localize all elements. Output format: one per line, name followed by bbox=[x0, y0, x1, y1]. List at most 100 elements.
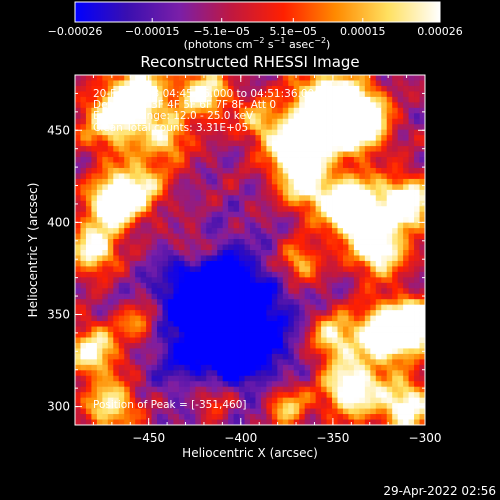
heatmap-cell bbox=[118, 178, 125, 185]
heatmap-cell bbox=[414, 310, 420, 317]
heatmap-cell bbox=[75, 250, 81, 256]
heatmap-cell bbox=[129, 332, 136, 338]
heatmap-cell bbox=[321, 217, 327, 224]
heatmap-cell bbox=[332, 414, 338, 420]
heatmap-cell bbox=[113, 80, 120, 87]
heatmap-cell bbox=[107, 414, 114, 420]
heatmap-cell bbox=[200, 403, 207, 409]
heatmap-cell bbox=[91, 260, 98, 267]
heatmap-cell bbox=[414, 157, 420, 163]
heatmap-cell bbox=[337, 304, 344, 311]
heatmap-cell bbox=[381, 195, 388, 202]
heatmap-cell bbox=[277, 195, 284, 202]
heatmap-cell bbox=[392, 233, 399, 240]
heatmap-cell bbox=[342, 124, 349, 131]
heatmap-cell bbox=[370, 332, 377, 338]
heatmap-cell bbox=[91, 315, 98, 322]
heatmap-cell bbox=[304, 260, 311, 267]
heatmap-cell bbox=[162, 113, 169, 120]
heatmap-cell bbox=[348, 381, 355, 388]
heatmap-cell bbox=[403, 337, 409, 344]
heatmap-cell bbox=[315, 348, 322, 355]
heatmap-cell bbox=[282, 304, 289, 311]
heatmap-cell bbox=[173, 310, 180, 317]
heatmap-cell bbox=[80, 129, 87, 136]
heatmap-cell bbox=[315, 315, 322, 322]
heatmap-cell bbox=[233, 200, 240, 207]
heatmap-cell bbox=[342, 381, 349, 388]
heatmap-cell bbox=[414, 260, 420, 267]
heatmap-cell bbox=[299, 271, 306, 278]
heatmap-cell bbox=[315, 151, 322, 158]
heatmap-cell bbox=[129, 91, 136, 98]
heatmap-cell bbox=[403, 332, 409, 338]
heatmap-cell bbox=[173, 364, 180, 371]
heatmap-cell bbox=[353, 337, 360, 344]
heatmap-cell bbox=[310, 260, 317, 267]
heatmap-cell bbox=[293, 255, 300, 262]
heatmap-cell bbox=[85, 211, 92, 218]
heatmap-cell bbox=[189, 271, 196, 278]
heatmap-cell bbox=[304, 140, 311, 147]
heatmap-cell bbox=[189, 85, 196, 92]
heatmap-cell bbox=[129, 408, 136, 415]
heatmap-cell bbox=[304, 282, 311, 289]
heatmap-cell bbox=[332, 403, 338, 409]
heatmap-cell bbox=[375, 326, 382, 333]
heatmap-cell bbox=[244, 304, 251, 311]
heatmap-cell bbox=[173, 151, 180, 158]
heatmap-cell bbox=[167, 337, 174, 344]
heatmap-cell bbox=[151, 96, 158, 103]
heatmap-cell bbox=[414, 80, 420, 87]
heatmap-cell bbox=[206, 140, 213, 147]
heatmap-cell bbox=[195, 189, 202, 196]
heatmap-cell bbox=[397, 403, 404, 409]
heatmap-cell bbox=[337, 113, 344, 120]
heatmap-cell bbox=[157, 206, 163, 213]
heatmap-cell bbox=[250, 359, 256, 366]
heatmap-cell bbox=[375, 255, 382, 262]
heatmap-cell bbox=[96, 326, 103, 333]
heatmap-cell bbox=[266, 85, 273, 92]
heatmap-cell bbox=[206, 419, 213, 426]
heatmap-cell bbox=[260, 151, 267, 158]
heatmap-cell bbox=[359, 315, 366, 322]
heatmap-cell bbox=[375, 91, 382, 98]
heatmap-cell bbox=[85, 375, 92, 382]
heatmap-cell bbox=[397, 271, 404, 278]
heatmap-cell bbox=[107, 85, 114, 92]
heatmap-cell bbox=[118, 342, 125, 349]
heatmap-cell bbox=[91, 277, 98, 284]
heatmap-cell bbox=[140, 233, 147, 240]
heatmap-cell bbox=[255, 167, 262, 174]
heatmap-cell bbox=[321, 250, 327, 256]
heatmap-cell bbox=[146, 375, 152, 382]
heatmap-cell bbox=[381, 348, 388, 355]
heatmap-cell bbox=[178, 233, 185, 240]
heatmap-cell bbox=[233, 217, 240, 224]
heatmap-cell bbox=[260, 364, 267, 371]
heatmap-cell bbox=[189, 178, 196, 185]
heatmap-cell bbox=[173, 370, 180, 377]
heatmap-cell bbox=[233, 75, 240, 81]
heatmap-cell bbox=[206, 151, 213, 158]
heatmap-cell bbox=[200, 195, 207, 202]
heatmap-cell bbox=[206, 375, 213, 382]
heatmap-cell bbox=[206, 222, 213, 229]
heatmap-cell bbox=[337, 211, 344, 218]
heatmap-cell bbox=[107, 293, 114, 300]
heatmap-cell bbox=[370, 364, 377, 371]
heatmap-cell bbox=[266, 375, 273, 382]
heatmap-cell bbox=[255, 135, 262, 142]
heatmap-cell bbox=[277, 370, 284, 377]
heatmap-cell bbox=[277, 332, 284, 338]
heatmap-cell bbox=[293, 304, 300, 311]
heatmap-cell bbox=[233, 107, 240, 114]
heatmap-cell bbox=[211, 386, 218, 393]
heatmap-cell bbox=[113, 217, 120, 224]
heatmap-cell bbox=[403, 381, 409, 388]
heatmap-cell bbox=[233, 266, 240, 273]
heatmap-cell bbox=[239, 332, 245, 338]
heatmap-cell bbox=[304, 184, 311, 191]
heatmap-cell bbox=[118, 386, 125, 393]
